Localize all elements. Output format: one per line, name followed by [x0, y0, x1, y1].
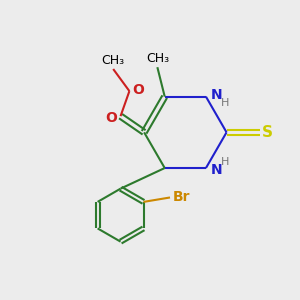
Text: H: H: [221, 98, 230, 107]
Text: O: O: [132, 82, 144, 97]
Text: O: O: [105, 111, 117, 124]
Text: S: S: [262, 125, 273, 140]
Text: Br: Br: [172, 190, 190, 205]
Text: CH₃: CH₃: [102, 54, 125, 67]
Text: CH₃: CH₃: [146, 52, 169, 65]
Text: H: H: [221, 157, 230, 167]
Text: N: N: [211, 163, 223, 176]
Text: N: N: [211, 88, 223, 102]
